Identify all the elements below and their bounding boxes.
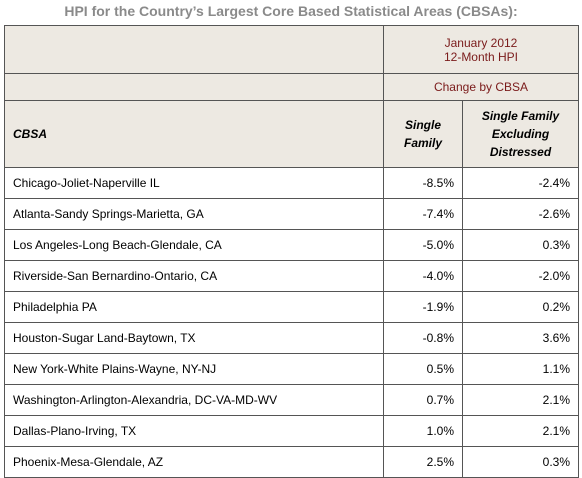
excluding-distressed-cell: -2.6% [462,198,579,230]
period-line1: January 2012 [444,35,518,50]
excluding-distressed-cell: 1.1% [462,353,579,385]
cbsa-cell: Los Angeles-Long Beach-Glendale, CA [4,229,384,261]
single-family-cell: 1.0% [383,415,463,447]
single-family-cell: -1.9% [383,291,463,323]
table-row: Atlanta-Sandy Springs-Marietta, GA -7.4%… [4,198,579,230]
excluding-distressed-cell: 3.6% [462,322,579,354]
excluding-distressed-column-header: Single Family Excluding Distressed [462,100,579,168]
single-family-cell: -4.0% [383,260,463,292]
header-row-change: Change by CBSA [4,73,579,101]
cbsa-cell: Philadelphia PA [4,291,384,323]
cbsa-cell: Houston-Sugar Land-Baytown, TX [4,322,384,354]
col2-line2: Excluding [491,127,550,141]
col2-line1: Single Family [481,109,560,123]
cbsa-cell: New York-White Plains-Wayne, NY-NJ [4,353,384,385]
single-family-cell: 0.7% [383,384,463,416]
cbsa-column-header: CBSA [4,100,384,168]
table-row: Philadelphia PA -1.9% 0.2% [4,291,579,323]
cbsa-cell: Atlanta-Sandy Springs-Marietta, GA [4,198,384,230]
cbsa-cell: Phoenix-Mesa-Glendale, AZ [4,446,384,478]
period-line2: 12-Month HPI [443,49,519,64]
table-row: Chicago-Joliet-Naperville IL -8.5% -2.4% [4,167,579,199]
table-row: Washington-Arlington-Alexandria, DC-VA-M… [4,384,579,416]
excluding-distressed-cell: 0.2% [462,291,579,323]
table-row: Phoenix-Mesa-Glendale, AZ 2.5% 0.3% [4,446,579,478]
col1-line1: Single [404,118,441,132]
header-row-columns: CBSA Single Family Single Family Excludi… [4,100,579,168]
excluding-distressed-cell: -2.0% [462,260,579,292]
table-row: Houston-Sugar Land-Baytown, TX -0.8% 3.6… [4,322,579,354]
period-header: January 2012 12-Month HPI [383,25,579,74]
header-row-period: January 2012 12-Month HPI [4,25,579,74]
cbsa-cell: Washington-Arlington-Alexandria, DC-VA-M… [4,384,384,416]
cbsa-cell: Dallas-Plano-Irving, TX [4,415,384,447]
single-family-cell: -5.0% [383,229,463,261]
excluding-distressed-cell: -2.4% [462,167,579,199]
hpi-table: January 2012 12-Month HPI Change by CBSA… [4,25,579,478]
single-family-cell: 2.5% [383,446,463,478]
excluding-distressed-cell: 2.1% [462,415,579,447]
table-title: HPI for the Country’s Largest Core Based… [64,3,518,19]
excluding-distressed-cell: 2.1% [462,384,579,416]
table-row: New York-White Plains-Wayne, NY-NJ 0.5% … [4,353,579,385]
single-family-cell: -8.5% [383,167,463,199]
header-blank-cell [4,73,384,101]
single-family-cell: -0.8% [383,322,463,354]
cbsa-cell: Riverside-San Bernardino-Ontario, CA [4,260,384,292]
change-by-cbsa-header: Change by CBSA [383,73,579,101]
excluding-distressed-cell: 0.3% [462,446,579,478]
single-family-cell: 0.5% [383,353,463,385]
cbsa-cell: Chicago-Joliet-Naperville IL [4,167,384,199]
col2-line3: Distressed [489,145,552,159]
table-row: Dallas-Plano-Irving, TX 1.0% 2.1% [4,415,579,447]
table-row: Riverside-San Bernardino-Ontario, CA -4.… [4,260,579,292]
table-row: Los Angeles-Long Beach-Glendale, CA -5.0… [4,229,579,261]
excluding-distressed-cell: 0.3% [462,229,579,261]
header-blank-cell [4,25,384,74]
single-family-cell: -7.4% [383,198,463,230]
single-family-column-header: Single Family [383,100,463,168]
col1-line2: Family [403,136,442,150]
